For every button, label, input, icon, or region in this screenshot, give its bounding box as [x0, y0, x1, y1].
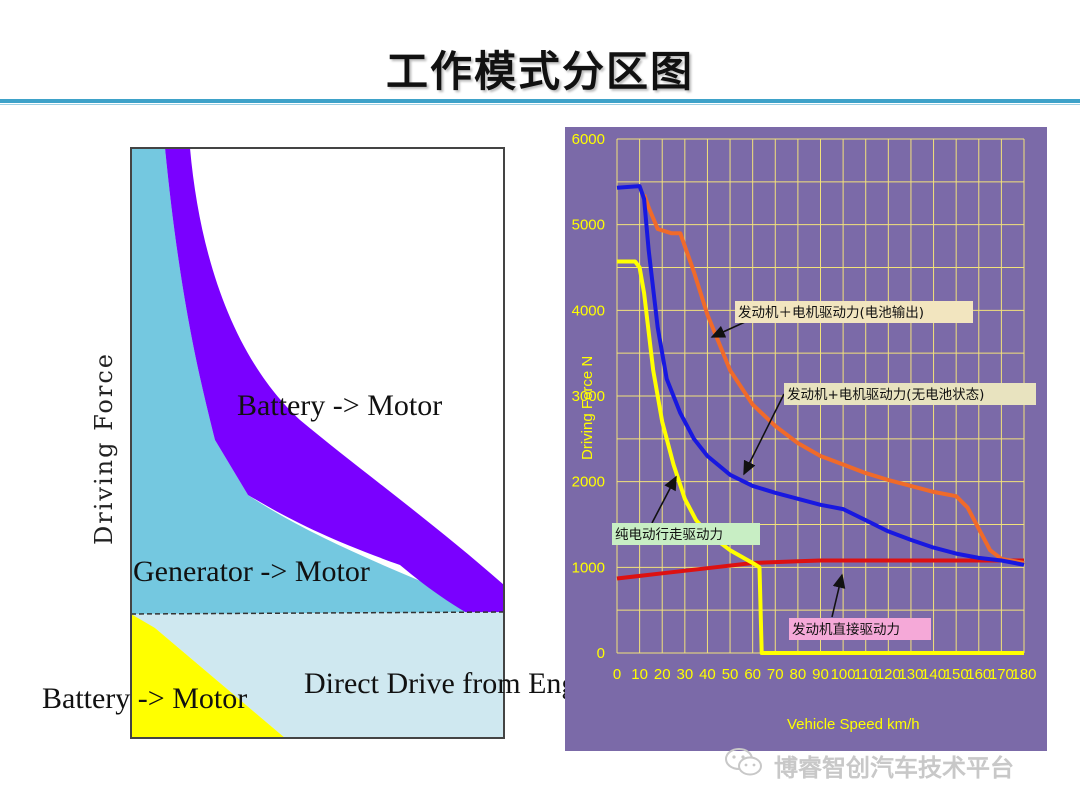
- x-tick-label: 160: [966, 666, 991, 683]
- annotation-arrow: [651, 475, 677, 524]
- x-tick-label: 120: [876, 666, 901, 683]
- x-tick-label: 110: [854, 666, 878, 683]
- x-tick-label: 40: [699, 666, 716, 683]
- series-line-2: [616, 184, 1025, 567]
- x-tick-label: 30: [676, 666, 693, 683]
- boundary-line: [130, 611, 505, 615]
- series-line-4: [616, 558, 1024, 581]
- label-battery-motor-upper: Battery -> Motor: [237, 389, 442, 422]
- watermark: 博睿智创汽车技术平台: [774, 754, 1014, 782]
- x-tick-label: 20: [654, 666, 671, 683]
- chart-arrows: [651, 321, 846, 618]
- title-divider-thin: [0, 104, 1080, 105]
- x-tick-label: 170: [989, 666, 1014, 683]
- x-tick-label: 150: [944, 666, 969, 683]
- slide-title: 工作模式分区图: [385, 47, 694, 96]
- chart-series: [616, 184, 1025, 655]
- annotation-arrow: [710, 321, 746, 338]
- x-axis-label: Vehicle Speed km/h: [787, 716, 920, 733]
- x-tick-label: 10: [631, 666, 648, 683]
- label-generator-motor: Generator -> Motor: [133, 555, 370, 588]
- x-tick-label: 0: [613, 666, 621, 683]
- y-tick-label: 0: [597, 645, 605, 662]
- x-tick-label: 60: [744, 666, 761, 683]
- wechat-icon: [725, 748, 762, 776]
- annotation-label: 纯电动行走驱动力: [615, 527, 723, 543]
- diagram-frame: [130, 147, 505, 739]
- x-tick-label: 130: [898, 666, 923, 683]
- chart-ticks: 0 10 20 30 40 50 60 70 80 90 100110120130140150160…: [572, 131, 1037, 683]
- x-tick-label: 80: [790, 666, 807, 683]
- y-tick-label: 5000: [572, 217, 605, 234]
- x-tick-label: 100: [831, 666, 856, 683]
- label-battery-motor-lower: Battery -> Motor: [42, 682, 247, 715]
- annotation-label: 发动机直接驱动力: [792, 621, 900, 638]
- x-tick-label: 70: [767, 666, 784, 683]
- y-tick-label: 4000: [572, 302, 605, 319]
- annotation-box: [789, 618, 931, 640]
- annotation-label: 发动机＋电机驱动力(电池输出): [738, 305, 924, 321]
- annotation-arrow: [743, 393, 785, 476]
- x-tick-label: 180: [1011, 666, 1036, 683]
- x-tick-label: 90: [812, 666, 829, 683]
- series-line-3: [617, 259, 1024, 655]
- x-tick-label: 50: [722, 666, 739, 683]
- title-divider: [0, 99, 1080, 103]
- y-tick-label: 1000: [572, 559, 605, 576]
- region-direct-drive: [131, 612, 504, 738]
- series-line-1: [642, 194, 1025, 565]
- annotation-box: [784, 383, 1036, 405]
- y-tick-label: 6000: [572, 131, 605, 148]
- y-tick-label: 2000: [572, 474, 605, 491]
- y-axis-label-driving-force: Driving Force: [90, 352, 118, 545]
- annotation-label: 发动机+电机驱动力(无电池状态): [787, 387, 984, 403]
- annotation-box: [612, 523, 760, 545]
- label-direct-drive: Direct Drive from Engine: [304, 667, 613, 700]
- y-tick-label: 3000: [572, 388, 605, 405]
- annotation-arrow: [831, 573, 846, 618]
- chart-annotations: 发动机＋电机驱动力(电池输出) 发动机+电机驱动力(无电池状态) 纯电动行走驱动力发…: [612, 301, 1036, 640]
- region-battery-motor-lower: [131, 614, 285, 738]
- region-battery-motor-upper: [165, 148, 504, 632]
- x-tick-label: 140: [921, 666, 946, 683]
- annotation-box: [735, 301, 973, 323]
- y-axis-label: Driving Force N: [579, 356, 596, 460]
- region-generator-motor: [131, 148, 504, 620]
